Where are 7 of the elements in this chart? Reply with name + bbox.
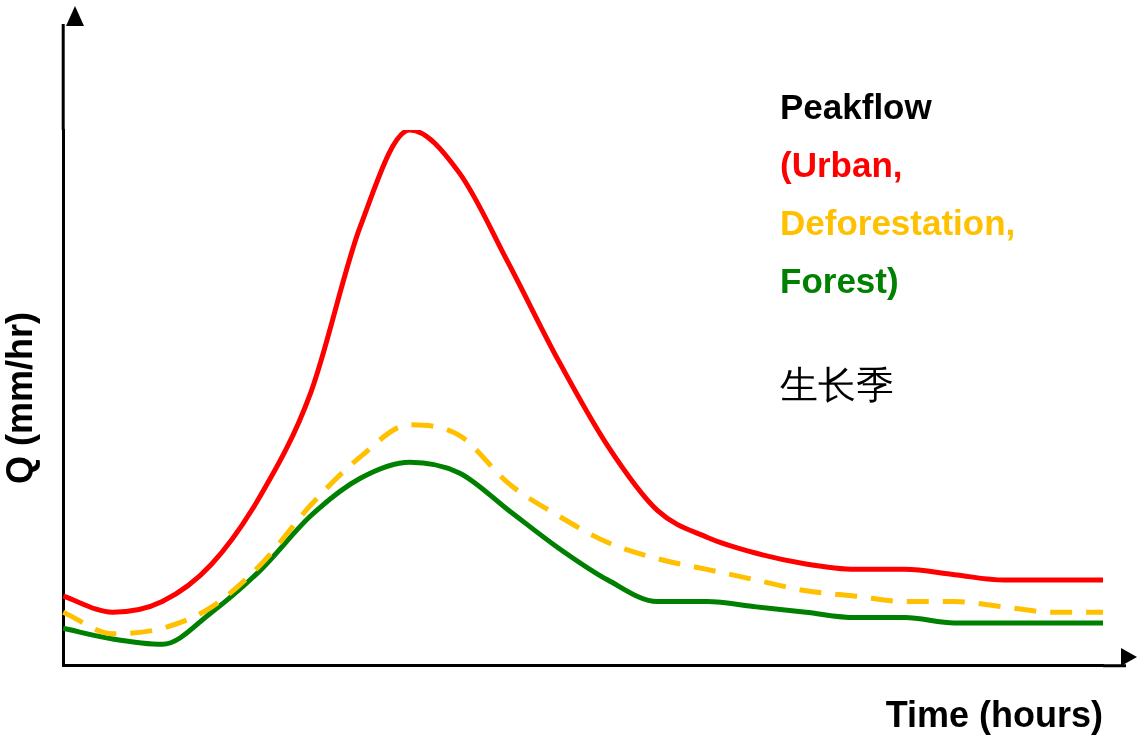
legend-title: Peakflow [780, 86, 933, 128]
text: Deforestation, [780, 202, 1016, 244]
annotation: 生长季 [780, 362, 894, 409]
y-axis-title: Q (mm/hr) [0, 311, 40, 484]
text: (Urban, [780, 144, 904, 186]
x-axis-title: Time (hours) [885, 694, 1103, 736]
text: Forest) [780, 260, 900, 302]
